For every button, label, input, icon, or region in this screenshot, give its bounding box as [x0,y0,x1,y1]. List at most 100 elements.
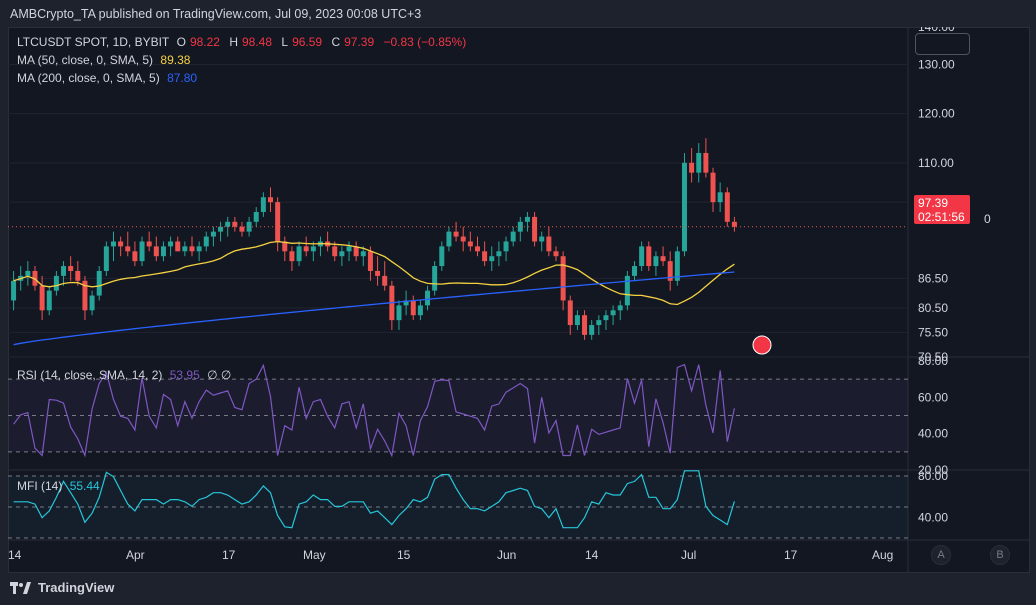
price-tick-label: 70.50 [918,350,948,364]
candle-body [596,320,602,326]
ma50-legend[interactable]: MA (50, close, 0, SMA, 5) 89.38 [17,53,194,67]
chart-area[interactable] [8,27,1030,573]
chart-canvas[interactable]: 130.00120.00110.00102.0086.5080.5075.507… [8,27,1030,573]
tradingview-brand[interactable]: TradingView [10,580,114,595]
candle-body [153,246,159,257]
candle-body [482,251,488,262]
candle-body [103,246,109,271]
time-axis-label: Jul [681,548,696,562]
candle-body [253,211,259,222]
mfi-legend[interactable]: MFI (14) 55.44 [17,479,104,493]
mfi-value: 55.44 [69,479,100,493]
current-price-badge: 97.39 02:51:56 [914,195,970,224]
candle-body [410,300,416,316]
high-label: H [229,35,238,49]
candle-body [25,270,31,276]
candle-body [203,236,209,247]
candle-body [310,246,316,252]
candle-body [731,221,737,227]
candle-body [589,325,595,335]
candle-body [132,251,138,262]
time-axis-label: 15 [397,548,411,562]
countdown: 02:51:56 [918,210,965,224]
candle-body [610,310,616,316]
candle-body [268,197,274,203]
log-scale-button[interactable]: B [990,545,1010,565]
price-scale-toggle[interactable] [915,33,970,55]
candle-body [210,231,216,237]
candle-body [560,256,566,301]
candle-body [660,256,666,262]
rsi-tick-label: 60.00 [918,390,948,404]
price-tick-label: 130.00 [918,57,955,71]
candle-body [460,236,466,242]
candle-body [125,246,131,252]
change-value: −0.83 (−0.85%) [383,35,467,49]
time-axis-label: May [303,548,326,562]
candle-body [403,300,409,306]
rsi-legend[interactable]: RSI (14, close, SMA, 14, 2) 53.95 ∅ ∅ [17,368,235,382]
low-value: 96.59 [292,35,323,49]
candle-body [146,241,152,247]
candle-body [717,192,723,203]
candle-body [653,256,659,267]
candle-body [11,280,17,301]
candle-body [332,246,338,257]
candle-body [196,246,202,252]
candle-body [510,231,516,242]
candle-body [61,266,67,276]
candle-body [603,315,609,321]
candle-body [75,270,81,281]
auto-scale-button[interactable]: A [931,545,951,565]
candle-body [218,226,224,232]
candle-body [282,241,288,252]
candle-body [339,251,345,257]
open-value: 98.22 [189,35,220,49]
time-axis-label: Apr [126,548,145,562]
candle-body [175,241,181,252]
zero-label: 0 [984,212,991,226]
price-tick-label: 120.00 [918,107,955,121]
ma50-label: MA (50, close, 0, SMA, 5) [17,53,154,67]
ma200-label: MA (200, close, 0, SMA, 5) [17,71,160,85]
price-tick-label-partial: 140.00 [918,27,955,34]
high-value: 98.48 [242,35,273,49]
candle-body [367,251,373,271]
candle-body [396,305,402,321]
candle-body [432,266,438,291]
candle-body [489,256,495,262]
candle-body [574,315,580,326]
mfi-tick-label: 40.00 [918,510,948,524]
candle-body [646,246,652,267]
rsi-tick-label: 20.00 [918,463,948,477]
candle-body [632,266,638,276]
candle-body [168,241,174,247]
candle-body [582,315,588,335]
tradingview-logo-icon [10,581,31,594]
time-axis-label: 14 [8,548,22,562]
symbol-label[interactable]: LTCUSDT SPOT, 1D, BYBIT [17,35,170,49]
candle-body [439,246,445,267]
candle-body [681,162,687,252]
candle-body [503,241,509,252]
candle-body [624,275,630,306]
close-label: C [331,35,341,49]
candle-body [182,246,188,252]
candle-body [296,246,302,262]
time-axis-label: Aug [872,548,893,562]
ma50-value: 89.38 [160,53,191,67]
candle-body [68,266,74,271]
candle-body [239,226,245,232]
ma200-legend[interactable]: MA (200, close, 0, SMA, 5) 87.80 [17,71,201,85]
brand-label: TradingView [38,580,115,595]
candle-body [53,275,59,291]
price-tick-label: 86.50 [918,271,948,285]
rsi-line [13,363,735,458]
rsi-extra: ∅ ∅ [207,368,232,382]
candle-body [289,251,295,262]
candle-body [546,236,552,252]
candle-body [96,270,102,296]
close-value: 97.39 [344,35,375,49]
